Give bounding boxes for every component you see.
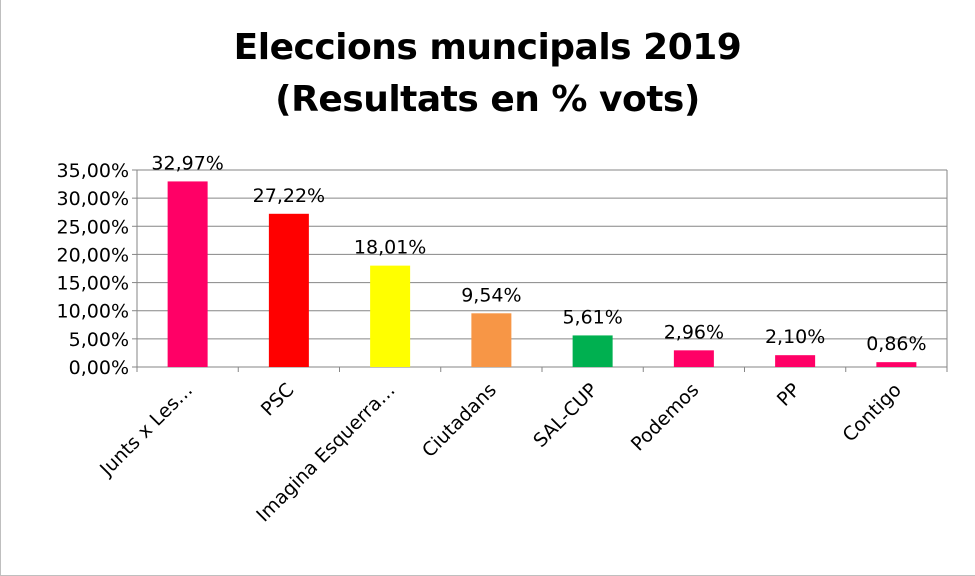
bar bbox=[775, 355, 816, 367]
y-tick-label: 30,00% bbox=[57, 188, 129, 210]
data-label: 2,10% bbox=[765, 326, 825, 348]
category-label: Podemos bbox=[627, 379, 704, 456]
bar bbox=[370, 265, 411, 367]
data-label: 2,96% bbox=[664, 321, 724, 343]
data-label: 9,54% bbox=[461, 284, 521, 306]
y-tick-label: 20,00% bbox=[57, 244, 129, 266]
y-tick-label: 10,00% bbox=[57, 301, 129, 323]
category-label: Ciutadans bbox=[418, 379, 501, 462]
y-tick-label: 0,00% bbox=[69, 357, 129, 379]
y-tick-label: 15,00% bbox=[57, 273, 129, 295]
data-label: 27,22% bbox=[253, 185, 325, 207]
y-tick-label: 25,00% bbox=[57, 216, 129, 238]
category-label: PP bbox=[773, 379, 805, 411]
bar bbox=[673, 350, 714, 367]
chart-title-line-2: (Resultats en % vots) bbox=[275, 79, 700, 120]
bar bbox=[167, 181, 208, 367]
y-tick-label: 35,00% bbox=[57, 160, 129, 182]
data-label: 18,01% bbox=[354, 237, 426, 259]
data-label: 0,86% bbox=[866, 333, 926, 355]
chart-title-line-1: Eleccions muncipals 2019 bbox=[233, 27, 742, 68]
category-label: Junts x Les… bbox=[95, 379, 197, 481]
bar bbox=[471, 313, 512, 367]
category-label: SAL-CUP bbox=[529, 379, 602, 452]
category-label: PSC bbox=[257, 379, 299, 421]
chart-title: Eleccions muncipals 2019 (Resultats en %… bbox=[0, 22, 975, 126]
y-tick-label: 5,00% bbox=[69, 329, 129, 351]
category-label: Contigo bbox=[838, 379, 905, 446]
data-label: 32,97% bbox=[151, 152, 223, 174]
bar bbox=[572, 335, 613, 367]
bar bbox=[876, 362, 917, 367]
data-label: 5,61% bbox=[562, 306, 622, 328]
bar bbox=[268, 213, 309, 367]
